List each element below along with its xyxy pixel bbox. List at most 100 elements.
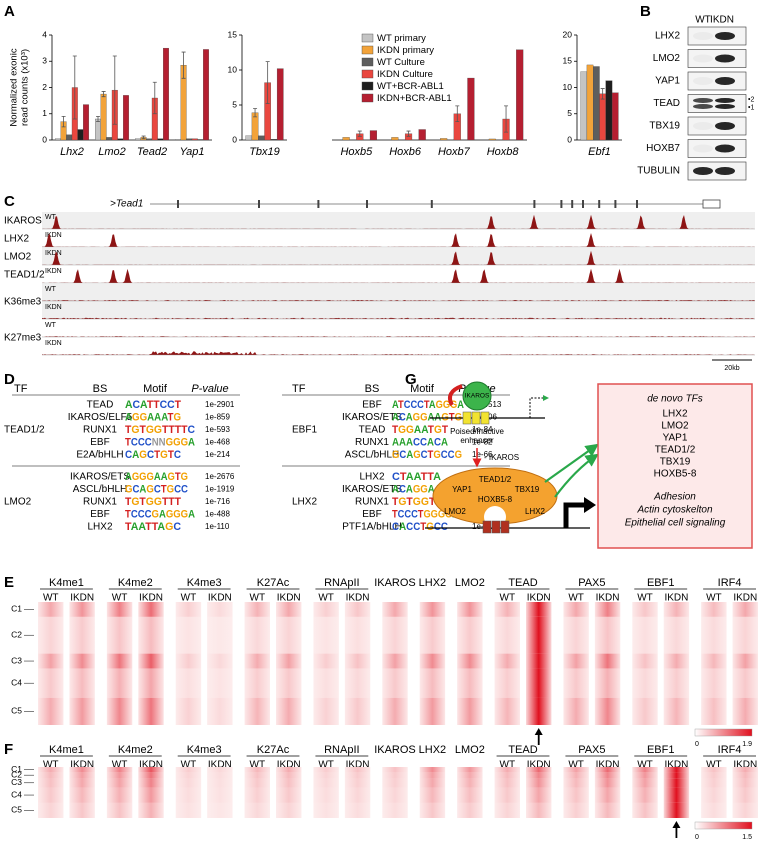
x-tick-label: Tead2 xyxy=(137,146,167,158)
motif-letter: T xyxy=(427,471,434,483)
heatmap-cell xyxy=(494,602,520,617)
heatmap-cell xyxy=(563,772,589,779)
motif-letter: A xyxy=(428,483,435,495)
x-tick-label: Yap1 xyxy=(180,146,205,158)
heatmap-group-label: K4me1 xyxy=(49,744,84,756)
track-sublabel: IKDN xyxy=(45,232,62,239)
heatmap-cell xyxy=(526,802,552,818)
motif-letter: T xyxy=(125,424,132,436)
motif-letter: N xyxy=(152,436,159,448)
heatmap-cell xyxy=(663,616,690,654)
heatmap-cell xyxy=(457,602,483,617)
heatmap-cell xyxy=(382,653,408,669)
binding-site: EBF xyxy=(90,437,109,448)
heatmap-cell xyxy=(632,787,658,803)
track-sublabel: IKDN xyxy=(45,340,62,347)
bar xyxy=(586,64,594,141)
heatmap-cell xyxy=(38,653,64,669)
exon xyxy=(560,200,563,208)
heatmap-cell xyxy=(663,668,690,698)
heatmap-cell xyxy=(344,767,371,773)
motif-letter: A xyxy=(406,483,413,495)
heatmap-col-label: IKDN xyxy=(277,760,301,771)
motif-letter: G xyxy=(173,411,181,423)
motif-letter: C xyxy=(187,424,195,436)
complex-member: TBX19 xyxy=(515,485,540,494)
heatmap-cell xyxy=(526,668,552,698)
exon xyxy=(614,200,617,208)
bar xyxy=(342,137,350,141)
motif-logo: ATCCCTAGGGA xyxy=(392,399,464,411)
error-bar xyxy=(406,130,411,137)
bar xyxy=(197,139,204,141)
heatmap-cell xyxy=(175,802,202,818)
motif-logo: CACCTGCC xyxy=(392,521,448,533)
legend-label: WT primary xyxy=(377,33,426,44)
heatmap-cell xyxy=(38,767,64,773)
bar xyxy=(95,118,101,141)
heatmap-cell xyxy=(38,787,64,803)
motif-letter: A xyxy=(125,399,133,411)
heatmap-cell xyxy=(419,767,446,773)
motif-letter: C xyxy=(392,471,400,483)
heatmap-col-label: IKDN xyxy=(277,593,301,604)
p-value: 1e-593 xyxy=(205,425,230,434)
heatmap-col-label: WT xyxy=(568,760,584,771)
heatmap-cell xyxy=(276,772,302,779)
bar xyxy=(467,77,475,141)
motif-letter: G xyxy=(426,521,434,533)
track-sublabel: IKDN xyxy=(45,268,62,275)
motif-letter: G xyxy=(181,436,188,448)
heatmap-col-label: WT xyxy=(112,760,128,771)
motif-letter: A xyxy=(125,411,132,423)
motif-letter: G xyxy=(436,399,443,411)
motif-letter: T xyxy=(147,399,154,411)
heatmap-cell xyxy=(563,787,589,803)
heatmap-cell xyxy=(663,653,690,669)
heatmap-col-label: WT xyxy=(706,593,722,604)
heatmap-cell xyxy=(526,653,552,669)
motif-letter: A xyxy=(392,436,399,448)
arrow-head xyxy=(584,497,596,513)
heatmap-cell xyxy=(344,772,371,779)
motif-letter: C xyxy=(131,436,138,448)
bar xyxy=(123,95,129,141)
error-bar xyxy=(504,105,509,133)
motif-letter: T xyxy=(418,508,424,520)
heatmap-cell xyxy=(494,767,520,773)
binding-site: PTF1A/bHLH xyxy=(342,522,401,533)
heatmap-cell xyxy=(382,802,408,818)
heatmap-cell xyxy=(663,778,690,788)
motif-letter: G xyxy=(392,449,399,461)
heatmap-cell xyxy=(457,767,483,773)
motif-letter: G xyxy=(131,496,139,508)
motif-letter: G xyxy=(450,399,457,411)
error-bar xyxy=(72,55,77,120)
motif-letter: T xyxy=(392,424,398,436)
heatmap-cell xyxy=(175,653,202,669)
motif-letter: C xyxy=(147,449,154,461)
heatmap-cell xyxy=(69,787,95,803)
heatmap-cell xyxy=(69,653,95,669)
motif-letter: T xyxy=(125,496,132,508)
p-value: 1e-66 xyxy=(472,450,493,459)
track-sublabel: WT xyxy=(45,322,57,329)
heatmap-cell xyxy=(138,767,164,773)
motif-letter: G xyxy=(131,424,139,436)
bar xyxy=(106,137,113,141)
motif-letter: A xyxy=(406,436,413,448)
heatmap-col-label: IKDN xyxy=(70,593,94,604)
y-tick-label: 3 xyxy=(42,56,47,66)
x-tick-label: Lmo2 xyxy=(98,146,126,158)
motif-logo: TCCCNNGGGA xyxy=(125,436,195,448)
motif-letter: A xyxy=(159,508,166,520)
motif-letter: T xyxy=(428,449,434,461)
motif-letter: A xyxy=(392,483,399,495)
bar xyxy=(516,49,524,141)
motif-letter: C xyxy=(404,508,411,520)
motif-letter: C xyxy=(441,521,448,533)
heatmap-group-label: IRF4 xyxy=(718,577,742,589)
motif-letter: C xyxy=(154,483,161,495)
blot-band xyxy=(715,167,735,175)
blot-band xyxy=(715,54,735,63)
